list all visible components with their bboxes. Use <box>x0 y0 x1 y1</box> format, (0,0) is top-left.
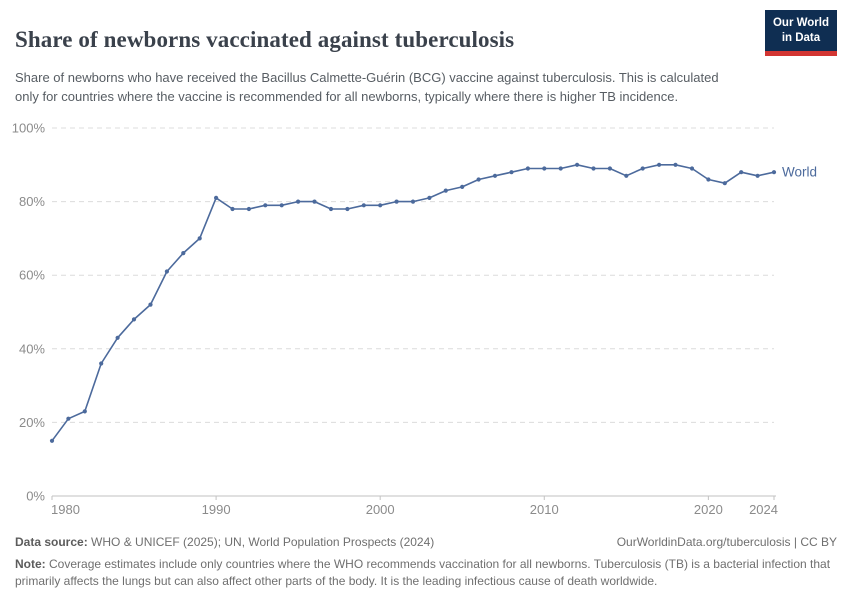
data-point <box>722 181 727 186</box>
x-tick-label: 2000 <box>366 502 395 517</box>
data-point <box>378 203 383 208</box>
data-source-text: WHO & UNICEF (2025); UN, World Populatio… <box>87 535 435 549</box>
data-point <box>345 206 350 212</box>
data-point <box>361 203 366 208</box>
data-point <box>246 206 251 212</box>
data-point <box>673 162 678 167</box>
data-point <box>82 409 87 414</box>
data-point <box>640 166 645 171</box>
x-tick-label: 1980 <box>51 502 80 517</box>
data-point <box>49 438 55 443</box>
data-point <box>542 166 547 171</box>
data-point <box>624 173 629 178</box>
data-point <box>558 166 563 171</box>
data-point <box>214 195 219 200</box>
data-point <box>148 302 153 307</box>
data-point <box>443 188 448 193</box>
data-point <box>755 173 760 178</box>
data-point <box>575 162 580 167</box>
x-tick-label: 2024 <box>749 502 778 517</box>
data-point <box>689 166 695 171</box>
data-point <box>328 206 334 212</box>
line-chart: 0% 20% 40% 60% 80% 100% 1980 1990 2000 2010 2020 20… <box>12 121 817 518</box>
owid-logo-line1: Our World <box>772 17 829 29</box>
data-source-label: Data source: <box>15 535 88 549</box>
data-point <box>164 269 169 274</box>
chart-note: Note: Coverage estimates include only co… <box>15 556 835 589</box>
owid-logo-box: Our World in Data <box>764 10 837 52</box>
y-tick-label: 60% <box>19 268 45 283</box>
data-point <box>427 195 432 200</box>
data-point <box>131 317 137 322</box>
data-point <box>296 199 301 204</box>
owid-logo-line2: in Data <box>781 32 821 45</box>
data-point <box>509 170 514 175</box>
y-tick-label: 100% <box>12 121 46 136</box>
data-point <box>66 416 71 421</box>
x-tick-label: 1990 <box>202 502 231 517</box>
data-point <box>99 361 104 366</box>
data-point <box>591 166 596 171</box>
note-label: Note: <box>15 557 46 571</box>
chart-footer: Data source: WHO & UNICEF (2025); UN, Wo… <box>15 535 837 549</box>
series-line-world <box>51 164 775 442</box>
attribution-link[interactable]: OurWorldinData.org/tuberculosis | CC BY <box>616 535 837 549</box>
owid-logo-stripe <box>764 51 837 57</box>
data-point <box>476 177 481 182</box>
data-point <box>230 206 235 212</box>
data-point <box>492 173 498 178</box>
data-point <box>263 203 268 208</box>
note-text: Coverage estimates include only countrie… <box>15 557 831 588</box>
y-tick-label: 40% <box>19 341 45 356</box>
data-point <box>312 199 317 204</box>
y-tick-label: 20% <box>19 415 45 430</box>
data-point <box>739 170 744 175</box>
data-point <box>197 236 202 241</box>
data-point <box>181 251 186 256</box>
data-point <box>607 166 613 171</box>
x-tick-label: 2020 <box>694 502 723 517</box>
series-label-world[interactable]: World <box>782 165 817 180</box>
data-point <box>410 199 416 204</box>
owid-logo: Our World in Data <box>764 10 837 57</box>
data-point <box>657 162 662 167</box>
y-tick-label: 0% <box>26 489 45 504</box>
data-source: Data source: WHO & UNICEF (2025); UN, Wo… <box>15 535 434 549</box>
data-point <box>706 177 711 182</box>
data-point <box>771 170 777 175</box>
y-tick-label: 80% <box>19 194 45 209</box>
page-title: Share of newborns vaccinated against tub… <box>15 27 515 53</box>
data-point <box>115 335 120 340</box>
data-point <box>394 199 399 204</box>
data-point <box>460 184 465 189</box>
data-point <box>279 203 284 208</box>
x-tick-label: 2010 <box>530 502 559 517</box>
chart-subtitle: Share of newborns who have received the … <box>15 70 719 104</box>
data-point <box>525 166 531 171</box>
